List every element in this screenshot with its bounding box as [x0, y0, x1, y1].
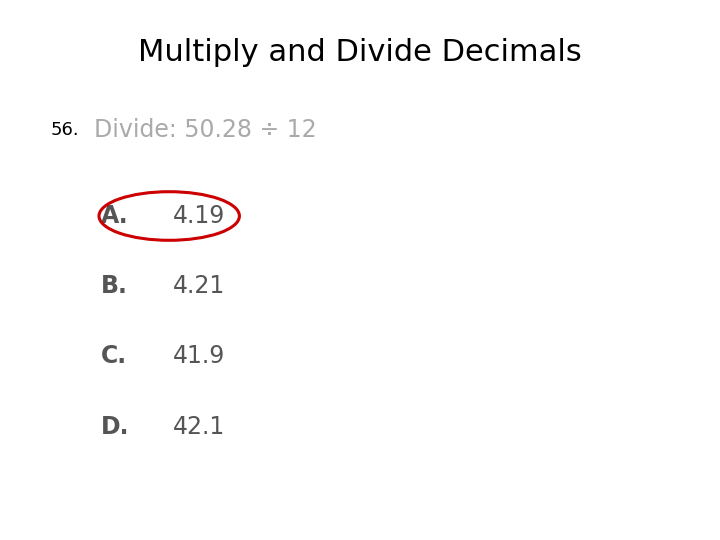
Text: 41.9: 41.9: [173, 345, 225, 368]
Text: Divide: 50.28 ÷ 12: Divide: 50.28 ÷ 12: [94, 118, 316, 141]
Text: 56.: 56.: [50, 120, 79, 139]
Text: 4.21: 4.21: [173, 274, 225, 298]
Text: C.: C.: [101, 345, 127, 368]
Text: 42.1: 42.1: [173, 415, 225, 438]
Text: A.: A.: [101, 204, 128, 228]
Text: 4.19: 4.19: [173, 204, 225, 228]
Text: Multiply and Divide Decimals: Multiply and Divide Decimals: [138, 38, 582, 67]
Text: D.: D.: [101, 415, 130, 438]
Text: B.: B.: [101, 274, 127, 298]
